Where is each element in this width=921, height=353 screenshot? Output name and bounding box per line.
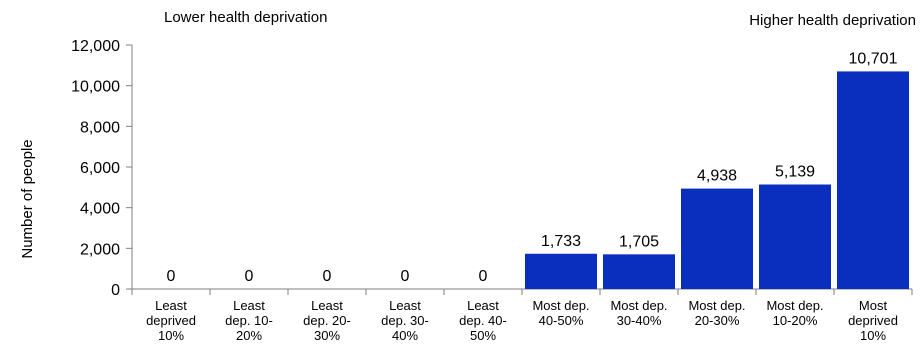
bar — [759, 184, 831, 289]
bar-value-label: 0 — [245, 268, 254, 285]
bar-value-label: 1,705 — [619, 233, 659, 250]
y-tick-label: 12,000 — [71, 38, 120, 55]
x-tick-label: Least dep. 30-40% — [381, 298, 429, 343]
x-tick-label: Most dep. 40-50% — [532, 298, 589, 328]
annotation-lower-deprivation: Lower health deprivation — [164, 9, 328, 26]
bar-value-label: 0 — [479, 268, 488, 285]
bar-value-label: 0 — [401, 268, 410, 285]
x-tick-label: Most dep. 20-30% — [688, 298, 745, 328]
bars — [525, 71, 909, 290]
bar-value-label: 5,139 — [775, 164, 815, 181]
bar-value-label: 4,938 — [697, 168, 737, 185]
bar — [681, 188, 753, 289]
y-tick-label: 8,000 — [80, 119, 120, 136]
bar-value-label: 10,701 — [849, 50, 898, 67]
bar-value-label: 0 — [167, 268, 176, 285]
y-tick-label: 4,000 — [80, 201, 120, 218]
x-tick-label: Least deprived 10% — [146, 298, 196, 343]
y-axis-title: Number of people — [19, 139, 36, 258]
y-tick-label: 6,000 — [80, 160, 120, 177]
y-tick-label: 2,000 — [80, 241, 120, 258]
bar — [603, 254, 675, 289]
bar-value-label: 1,733 — [541, 233, 581, 250]
bar — [525, 253, 597, 289]
x-tick-label: Least dep. 20-30% — [303, 298, 351, 343]
data-labels: 0 0 0 0 0 1,733 1,705 4,938 5,139 10,701 — [167, 50, 898, 285]
x-tick-label: Least dep. 10-20% — [225, 298, 273, 343]
bar-value-label: 0 — [323, 268, 332, 285]
annotation-higher-deprivation: Higher health deprivation — [749, 12, 916, 29]
x-tick-label: Most dep. 10-20% — [766, 298, 823, 328]
x-tick-label: Most deprived 10% — [848, 298, 898, 343]
y-tick-label: 10,000 — [71, 79, 120, 96]
x-tick-label: Least dep. 40-50% — [459, 298, 507, 343]
x-tick-label: Most dep. 30-40% — [610, 298, 667, 328]
x-axis: Least deprived 10% Least dep. 10-20% Least dep… — [131, 288, 913, 343]
bar — [837, 71, 909, 290]
y-axis: 0 2,000 4,000 6,000 8,000 10,000 12,000 — [71, 38, 133, 299]
y-tick-label: 0 — [111, 282, 120, 299]
